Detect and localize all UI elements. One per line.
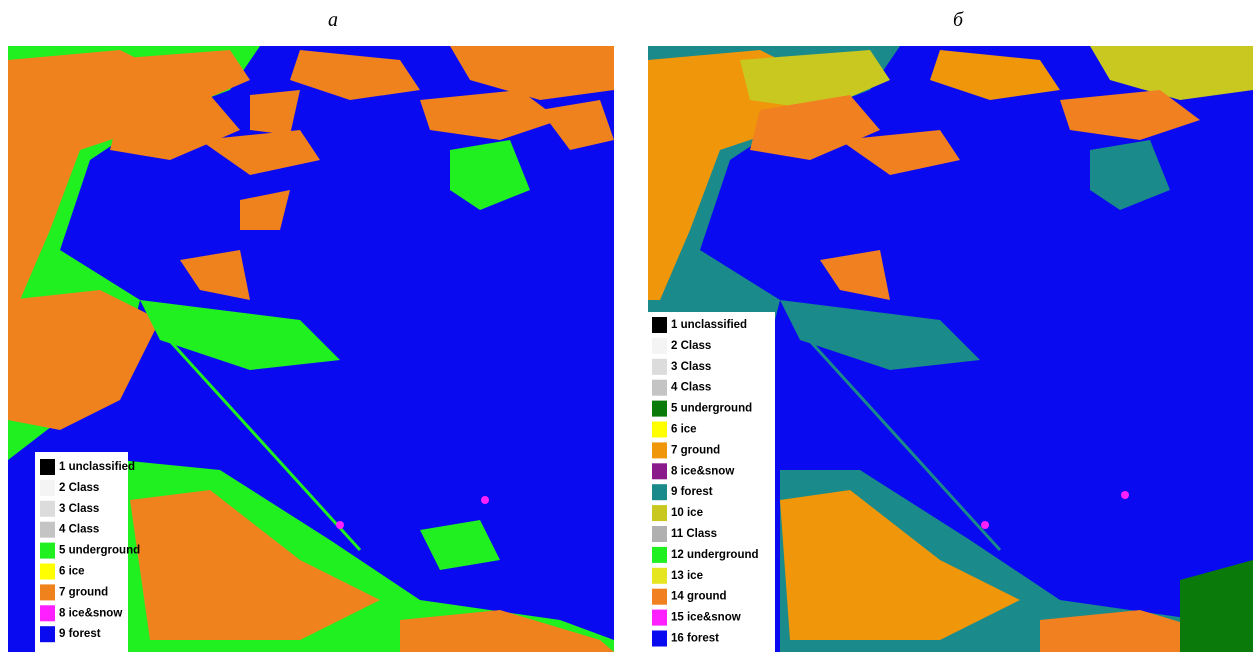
classified-map	[648, 46, 1253, 652]
legend-label: 15 ice&snow	[671, 612, 741, 624]
legend-label: 6 ice	[59, 566, 85, 578]
classified-map	[8, 46, 614, 652]
panel-label: б	[953, 9, 964, 31]
legend-label: 9 forest	[59, 628, 101, 640]
legend-label: 1 unclassified	[59, 461, 135, 473]
legend-label: 10 ice	[671, 507, 703, 519]
legend-label: 7 ground	[59, 586, 108, 598]
legend-swatch	[40, 605, 55, 622]
legend-swatch	[652, 358, 667, 375]
legend-label: 7 ground	[671, 444, 720, 456]
legend-swatch	[652, 337, 667, 354]
legend-label: 14 ground	[671, 591, 727, 603]
legend-label: 16 forest	[671, 633, 719, 645]
legend-swatch	[40, 563, 55, 580]
legend-swatch	[652, 379, 667, 396]
legend-swatch	[40, 542, 55, 559]
legend-label: 1 unclassified	[671, 319, 747, 331]
legend-label: 4 Class	[59, 524, 99, 536]
legend-label: 3 Class	[671, 361, 711, 373]
legend-swatch	[652, 463, 667, 480]
legend-label: 2 Class	[59, 482, 99, 494]
legend-swatch	[652, 317, 667, 333]
legend-label: 8 ice&snow	[671, 465, 734, 477]
legend-swatch	[652, 630, 667, 647]
legend: 1 unclassified 2 Class 3 Class 4 Class 5 und…	[40, 459, 140, 643]
legend-swatch	[652, 421, 667, 438]
legend-swatch	[652, 609, 667, 626]
legend-swatch	[40, 459, 55, 475]
legend-swatch	[652, 546, 667, 563]
legend-box	[648, 312, 775, 652]
legend-label: 9 forest	[671, 486, 713, 498]
legend-swatch	[652, 567, 667, 584]
legend-swatch	[40, 500, 55, 517]
legend-swatch	[40, 479, 55, 496]
legend-swatch	[652, 484, 667, 501]
legend: 1 unclassified 2 Class 3 Class 4 Class 5 und…	[652, 317, 759, 647]
legend-label: 3 Class	[59, 503, 99, 515]
legend-swatch	[40, 584, 55, 601]
legend-label: 8 ice&snow	[59, 607, 122, 619]
legend-label: 4 Class	[671, 382, 711, 394]
legend-swatch	[40, 521, 55, 538]
legend-label: 6 ice	[671, 424, 697, 436]
legend-swatch	[652, 442, 667, 459]
legend-swatch	[652, 526, 667, 542]
legend-swatch	[652, 505, 667, 522]
legend-label: 5 underground	[59, 545, 140, 557]
legend-swatch	[40, 626, 55, 643]
legend-swatch	[652, 400, 667, 417]
legend-swatch	[652, 588, 667, 605]
panel-label: а	[328, 9, 338, 31]
legend-label: 12 underground	[671, 549, 759, 561]
legend-label: 13 ice	[671, 570, 703, 582]
legend-label: 5 underground	[671, 403, 752, 415]
legend-label: 2 Class	[671, 340, 711, 352]
legend-label: 11 Class	[671, 528, 717, 540]
